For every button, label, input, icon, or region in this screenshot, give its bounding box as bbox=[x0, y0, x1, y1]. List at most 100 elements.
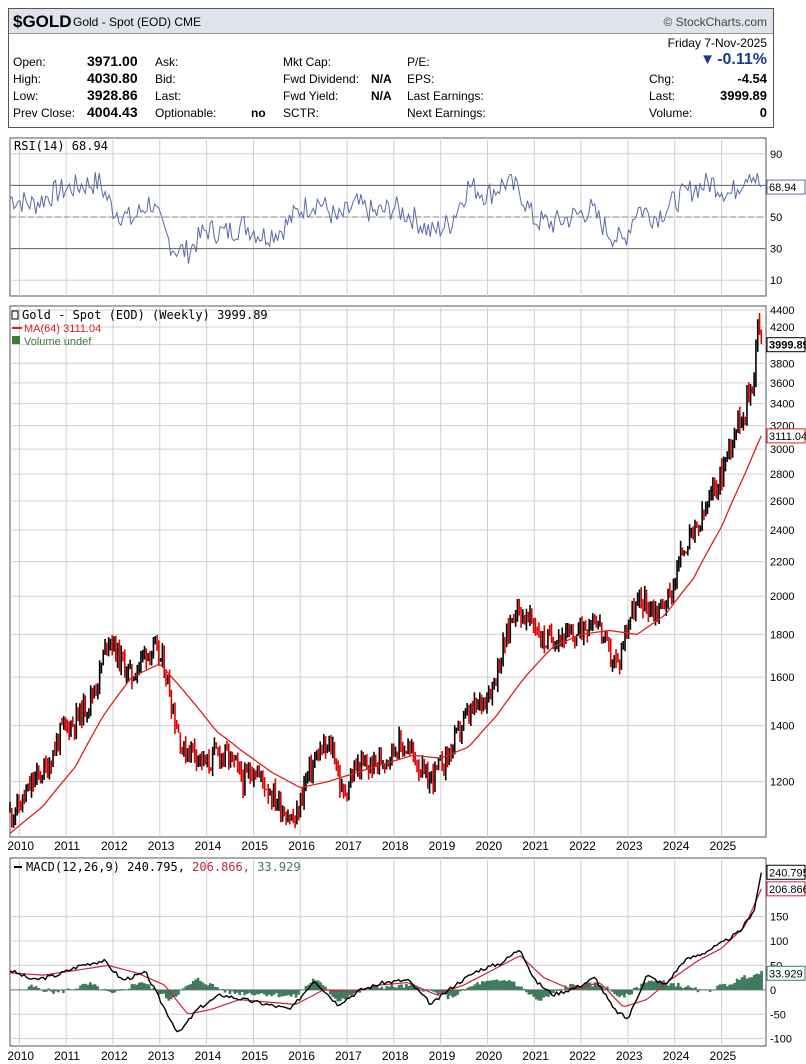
ma64-line bbox=[9, 435, 762, 834]
histogram-bar bbox=[81, 983, 85, 990]
histogram-bar bbox=[113, 989, 117, 993]
histogram-bar bbox=[520, 986, 523, 990]
histogram-bar bbox=[52, 989, 55, 994]
histogram-bar bbox=[431, 989, 435, 992]
histogram-bar bbox=[461, 988, 465, 990]
histogram-bar bbox=[728, 984, 732, 990]
histogram-bar bbox=[32, 987, 36, 990]
histogram-bar bbox=[601, 986, 604, 990]
price-xtick-label: 2021 bbox=[522, 839, 549, 853]
histogram-bar bbox=[243, 989, 246, 996]
histogram-bar bbox=[231, 989, 234, 992]
signal-line bbox=[9, 888, 762, 1015]
histogram-bar bbox=[103, 988, 107, 990]
histogram-bar bbox=[718, 984, 722, 990]
histogram-bar bbox=[593, 982, 597, 990]
price-xtick-label: 2017 bbox=[335, 839, 362, 853]
price-xtick-label: 2016 bbox=[288, 839, 315, 853]
histogram-bar bbox=[579, 987, 582, 990]
histogram-bar bbox=[147, 984, 151, 990]
histogram-bar bbox=[186, 985, 190, 990]
price-xtick-label: 2012 bbox=[101, 839, 128, 853]
histogram-bar bbox=[476, 982, 479, 990]
price-tick-label: 2200 bbox=[770, 557, 794, 569]
histogram-bar bbox=[211, 984, 215, 990]
histogram-bar bbox=[262, 989, 266, 995]
histogram-bar bbox=[120, 988, 124, 990]
histogram-bar bbox=[481, 981, 484, 990]
macd-xtick-label: 2017 bbox=[335, 1049, 362, 1063]
rsi-tick-label: 50 bbox=[770, 212, 782, 224]
macd-last-value-box bbox=[766, 864, 806, 880]
macd-tick-label: -50 bbox=[770, 1009, 786, 1021]
histogram-bar bbox=[213, 986, 217, 990]
histogram-bar bbox=[743, 975, 746, 990]
histogram-bar bbox=[324, 986, 327, 990]
histogram-bar bbox=[517, 986, 521, 990]
histogram-bar bbox=[677, 982, 680, 990]
histogram-bar bbox=[57, 989, 60, 993]
histogram-bar bbox=[554, 989, 558, 991]
histogram-bar bbox=[456, 989, 460, 995]
histogram-bar bbox=[160, 989, 163, 994]
histogram-bar bbox=[490, 980, 494, 990]
histogram-bar bbox=[30, 984, 33, 990]
price-bar-legend-icon bbox=[11, 310, 19, 320]
price-xtick-label: 2019 bbox=[429, 839, 456, 853]
histogram-bar bbox=[407, 985, 411, 990]
histogram-bar bbox=[515, 986, 518, 990]
histogram-bar bbox=[439, 989, 442, 993]
histogram-bar bbox=[221, 988, 224, 990]
macd-xtick-label: 2015 bbox=[241, 1049, 268, 1063]
macd-tick-label: -100 bbox=[770, 1034, 792, 1046]
histogram-bar bbox=[228, 989, 232, 995]
histogram-bar bbox=[292, 989, 295, 995]
histogram-bar bbox=[133, 984, 136, 990]
histogram-bar bbox=[333, 989, 337, 999]
title-bar: $GOLD Gold - Spot (EOD) CME © StockChart… bbox=[9, 9, 773, 34]
histogram-bar bbox=[37, 988, 41, 990]
histogram-bar bbox=[164, 989, 168, 999]
histogram-bar bbox=[238, 989, 242, 996]
fwd-dividend-value: N/A bbox=[371, 72, 392, 86]
price-xtick-label: 2010 bbox=[7, 839, 34, 853]
histogram-bar bbox=[510, 981, 514, 990]
ma-last-value: 3111.04 bbox=[769, 431, 806, 443]
macd-xtick-label: 2010 bbox=[7, 1049, 34, 1063]
histogram-bar bbox=[137, 982, 141, 990]
security-name-text: Gold - Spot (EOD) bbox=[73, 15, 172, 29]
histogram-bar bbox=[265, 989, 268, 997]
ask-label: Ask: bbox=[155, 55, 179, 69]
rsi-tick-label: 30 bbox=[770, 244, 782, 256]
chg-label: Chg: bbox=[649, 72, 675, 86]
macd-last-value: 33.929 bbox=[769, 968, 803, 980]
fwd-yield-label: Fwd Yield: bbox=[283, 89, 339, 103]
signal-legend-value: 206.866, bbox=[192, 860, 257, 874]
histogram-bar bbox=[152, 987, 156, 990]
histogram-bar bbox=[191, 981, 195, 990]
histogram-bar bbox=[130, 984, 134, 990]
histogram-bar bbox=[632, 987, 636, 990]
histogram-bar bbox=[419, 989, 423, 991]
histogram-bar bbox=[542, 989, 545, 998]
histogram-bar bbox=[304, 986, 308, 990]
histogram-bar bbox=[270, 989, 273, 997]
macd-tick-label: 150 bbox=[770, 912, 788, 924]
last-earnings-label: Last Earnings: bbox=[407, 89, 484, 103]
histogram-bar bbox=[79, 985, 82, 990]
histogram-bar bbox=[721, 984, 724, 990]
histogram-bar bbox=[402, 987, 406, 990]
histogram-bar bbox=[235, 989, 239, 993]
histogram-bar bbox=[172, 989, 175, 998]
histogram-bar bbox=[659, 981, 663, 990]
macd-last-value-box bbox=[766, 881, 806, 897]
histogram-bar bbox=[623, 989, 626, 998]
histogram-bar bbox=[395, 987, 398, 990]
macd-last-value-box bbox=[766, 965, 806, 981]
histogram-bar bbox=[365, 989, 369, 990]
histogram-bar bbox=[358, 989, 362, 993]
histogram-bar bbox=[106, 989, 109, 991]
histogram-bar bbox=[615, 989, 619, 996]
